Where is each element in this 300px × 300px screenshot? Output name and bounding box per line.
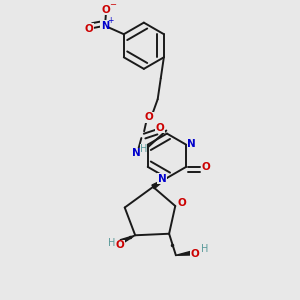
Text: −: − xyxy=(109,0,116,9)
Text: N: N xyxy=(132,148,141,158)
Text: N: N xyxy=(100,21,109,31)
Text: O: O xyxy=(84,24,93,34)
Text: O: O xyxy=(145,112,153,122)
Text: H: H xyxy=(201,244,208,254)
Text: H: H xyxy=(140,144,147,154)
Polygon shape xyxy=(176,251,191,255)
Text: O: O xyxy=(177,198,186,208)
Text: O: O xyxy=(156,123,164,133)
Text: O: O xyxy=(116,241,124,250)
Text: O: O xyxy=(102,4,111,14)
Polygon shape xyxy=(152,178,167,189)
Text: O: O xyxy=(201,162,210,172)
Text: H: H xyxy=(108,238,116,248)
Text: O: O xyxy=(191,249,200,259)
Text: N: N xyxy=(158,174,166,184)
Polygon shape xyxy=(120,235,135,244)
Text: +: + xyxy=(107,16,113,26)
Text: N: N xyxy=(187,139,196,149)
